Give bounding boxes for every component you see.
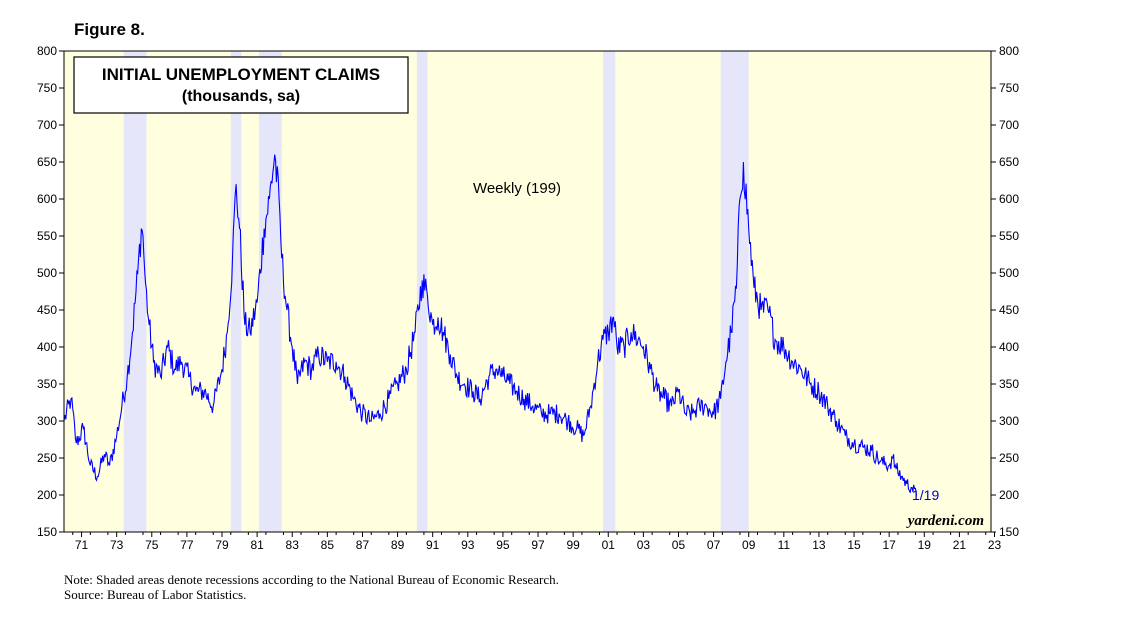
x-tick-label: 85 bbox=[321, 538, 335, 552]
x-tick-label: 07 bbox=[707, 538, 721, 552]
y-tick-label-left: 500 bbox=[37, 266, 57, 280]
recession-band-1 bbox=[123, 51, 147, 532]
y-tick-label-left: 650 bbox=[37, 155, 57, 169]
series-line-weekly bbox=[63, 154, 917, 496]
y-tick-label-right: 600 bbox=[999, 192, 1019, 206]
series-label: Weekly (199) bbox=[473, 180, 561, 197]
x-tick-label: 13 bbox=[812, 538, 826, 552]
x-tick-label: 11 bbox=[778, 538, 791, 552]
y-tick-label-left: 600 bbox=[37, 192, 57, 206]
last-value-label: 1/19 bbox=[912, 487, 939, 503]
y-tick-label-right: 650 bbox=[999, 155, 1019, 169]
chart-title: INITIAL UNEMPLOYMENT CLAIMS bbox=[102, 65, 380, 84]
x-tick-label: 95 bbox=[496, 538, 510, 552]
x-tick-label: 71 bbox=[75, 538, 89, 552]
x-tick-label: 91 bbox=[426, 538, 440, 552]
y-tick-label-left: 300 bbox=[37, 414, 57, 428]
x-tick-label: 79 bbox=[215, 538, 229, 552]
recession-band-2 bbox=[230, 51, 242, 532]
x-tick-label: 89 bbox=[391, 538, 405, 552]
y-tick-label-right: 300 bbox=[999, 414, 1019, 428]
y-tick-label-left: 700 bbox=[37, 118, 57, 132]
y-tick-label-right: 700 bbox=[999, 118, 1019, 132]
x-tick-label: 09 bbox=[742, 538, 756, 552]
y-tick-label-right: 200 bbox=[999, 488, 1019, 502]
recession-note: Note: Shaded areas denote recessions acc… bbox=[64, 572, 559, 587]
y-tick-label-right: 800 bbox=[999, 44, 1019, 58]
y-tick-label-right: 450 bbox=[999, 303, 1019, 317]
chart-subtitle: (thousands, sa) bbox=[182, 88, 300, 105]
y-tick-label-left: 350 bbox=[37, 377, 57, 391]
plot-background bbox=[64, 51, 991, 532]
y-tick-label-left: 550 bbox=[37, 229, 57, 243]
y-tick-label-left: 400 bbox=[37, 340, 57, 354]
y-tick-label-right: 250 bbox=[999, 451, 1019, 465]
plot-border bbox=[63, 50, 992, 533]
source-note: Source: Bureau of Labor Statistics. bbox=[64, 587, 247, 602]
x-tick-label: 19 bbox=[918, 538, 932, 552]
y-tick-label-left: 450 bbox=[37, 303, 57, 317]
x-tick-label: 83 bbox=[286, 538, 300, 552]
figure-label: Figure 8. bbox=[74, 20, 145, 39]
x-tick-label: 05 bbox=[672, 538, 686, 552]
y-tick-label-left: 800 bbox=[37, 44, 57, 58]
y-tick-label-right: 150 bbox=[999, 525, 1019, 539]
recession-band-5 bbox=[602, 51, 616, 532]
x-tick-label: 99 bbox=[566, 538, 580, 552]
x-tick-label: 23 bbox=[988, 538, 1002, 552]
x-tick-label: 77 bbox=[180, 538, 194, 552]
x-tick-label: 87 bbox=[356, 538, 370, 552]
y-tick-label-left: 200 bbox=[37, 488, 57, 502]
y-axes: 150 150 200 200 250 250 300 300 350 350 400 400 450 4… bbox=[37, 44, 1019, 539]
x-axis: 71 73 75 77 79 81 83 85 87 89 91 93 95 97 99 01 03 05 07 09… bbox=[72, 532, 1002, 552]
x-tick-label: 93 bbox=[461, 538, 475, 552]
y-tick-label-left: 150 bbox=[37, 525, 57, 539]
x-tick-label: 01 bbox=[602, 538, 616, 552]
watermark: yardeni.com bbox=[906, 513, 984, 529]
y-tick-label-right: 350 bbox=[999, 377, 1019, 391]
y-tick-label-right: 750 bbox=[999, 81, 1019, 95]
notes: Note: Shaded areas denote recessions acc… bbox=[64, 572, 559, 602]
y-tick-label-left: 750 bbox=[37, 81, 57, 95]
x-tick-label: 21 bbox=[953, 538, 967, 552]
y-tick-label-right: 500 bbox=[999, 266, 1019, 280]
x-tick-label: 75 bbox=[145, 538, 159, 552]
recession-band-6 bbox=[720, 51, 749, 532]
title-box bbox=[73, 56, 409, 114]
x-tick-label: 15 bbox=[847, 538, 861, 552]
y-tick-label-right: 400 bbox=[999, 340, 1019, 354]
y-tick-label-left: 250 bbox=[37, 451, 57, 465]
x-tick-label: 17 bbox=[882, 538, 896, 552]
x-tick-label: 97 bbox=[531, 538, 545, 552]
y-tick-label-right: 550 bbox=[999, 229, 1019, 243]
x-tick-label: 81 bbox=[250, 538, 264, 552]
x-tick-label: 73 bbox=[110, 538, 124, 552]
x-tick-label: 03 bbox=[637, 538, 651, 552]
recession-band-3 bbox=[258, 51, 282, 532]
